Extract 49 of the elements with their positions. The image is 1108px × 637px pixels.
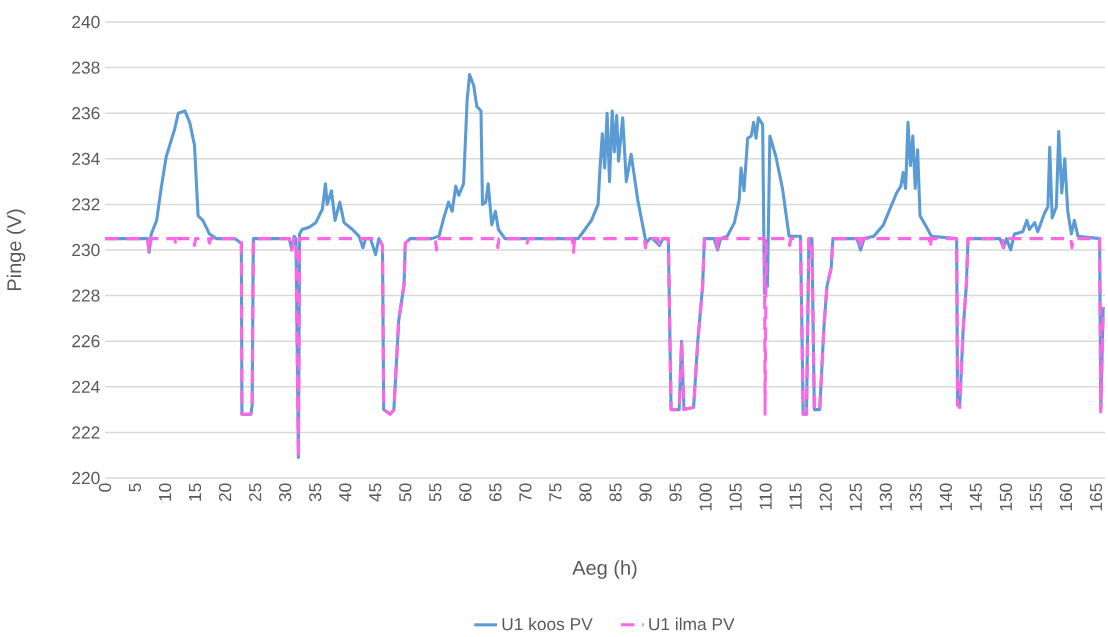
y-tick-label: 224 xyxy=(72,380,100,393)
x-tick-label: 100 xyxy=(699,483,712,511)
y-tick-label: 236 xyxy=(72,107,100,120)
x-tick-label: 35 xyxy=(309,483,322,502)
legend-label: U1 ilma PV xyxy=(649,617,735,631)
x-tick-label: 75 xyxy=(549,483,562,502)
x-tick-label: 120 xyxy=(819,483,832,511)
x-tick-label: 140 xyxy=(939,483,952,511)
x-tick-label: 80 xyxy=(579,483,592,502)
x-tick-label: 95 xyxy=(669,483,682,502)
x-tick-label: 85 xyxy=(609,483,622,502)
y-tick-label: 238 xyxy=(72,61,100,74)
x-tick-label: 10 xyxy=(158,483,172,501)
x-axis-title: Aeg (h) xyxy=(572,560,637,579)
x-tick-label: 155 xyxy=(1029,483,1042,511)
x-tick-label: 150 xyxy=(999,483,1013,511)
x-tick-label: 15 xyxy=(189,483,202,501)
y-tick-label: 240 xyxy=(72,15,100,29)
legend-label: U1 koos PV xyxy=(502,617,593,631)
x-tick-label: 90 xyxy=(639,483,652,502)
x-tick-label: 55 xyxy=(429,483,442,502)
x-tick-label: 160 xyxy=(1059,483,1073,511)
x-tick-label: 115 xyxy=(789,483,802,510)
x-tick-label: 20 xyxy=(218,483,232,502)
x-tick-label: 125 xyxy=(849,483,862,511)
x-tick-label: 0 xyxy=(98,483,112,492)
x-tick-label: 50 xyxy=(399,483,412,502)
x-tick-label: 70 xyxy=(519,483,532,502)
y-tick-label: 226 xyxy=(72,335,100,348)
x-tick-label: 65 xyxy=(489,483,502,502)
x-tick-label: 135 xyxy=(909,483,922,511)
x-tick-label: 130 xyxy=(879,483,892,511)
x-tick-label: 30 xyxy=(279,483,292,502)
x-tick-label: 145 xyxy=(969,483,982,511)
x-tick-label: 110 xyxy=(759,483,772,510)
x-tick-label: 5 xyxy=(128,483,142,492)
x-tick-label: 45 xyxy=(369,483,382,502)
x-tick-label: 105 xyxy=(729,483,742,511)
x-tick-label: 60 xyxy=(459,483,472,502)
y-tick-label: 222 xyxy=(72,426,100,439)
x-tick-label: 40 xyxy=(339,483,352,502)
y-tick-label: 220 xyxy=(72,471,100,485)
y-axis-title: Pinge (V) xyxy=(6,209,26,291)
y-tick-label: 228 xyxy=(72,289,100,302)
y-tick-label: 230 xyxy=(72,243,100,257)
x-tick-label: 165 xyxy=(1089,483,1103,511)
x-tick-label: 25 xyxy=(249,483,262,502)
y-tick-label: 234 xyxy=(72,152,100,165)
y-tick-label: 232 xyxy=(72,198,100,211)
